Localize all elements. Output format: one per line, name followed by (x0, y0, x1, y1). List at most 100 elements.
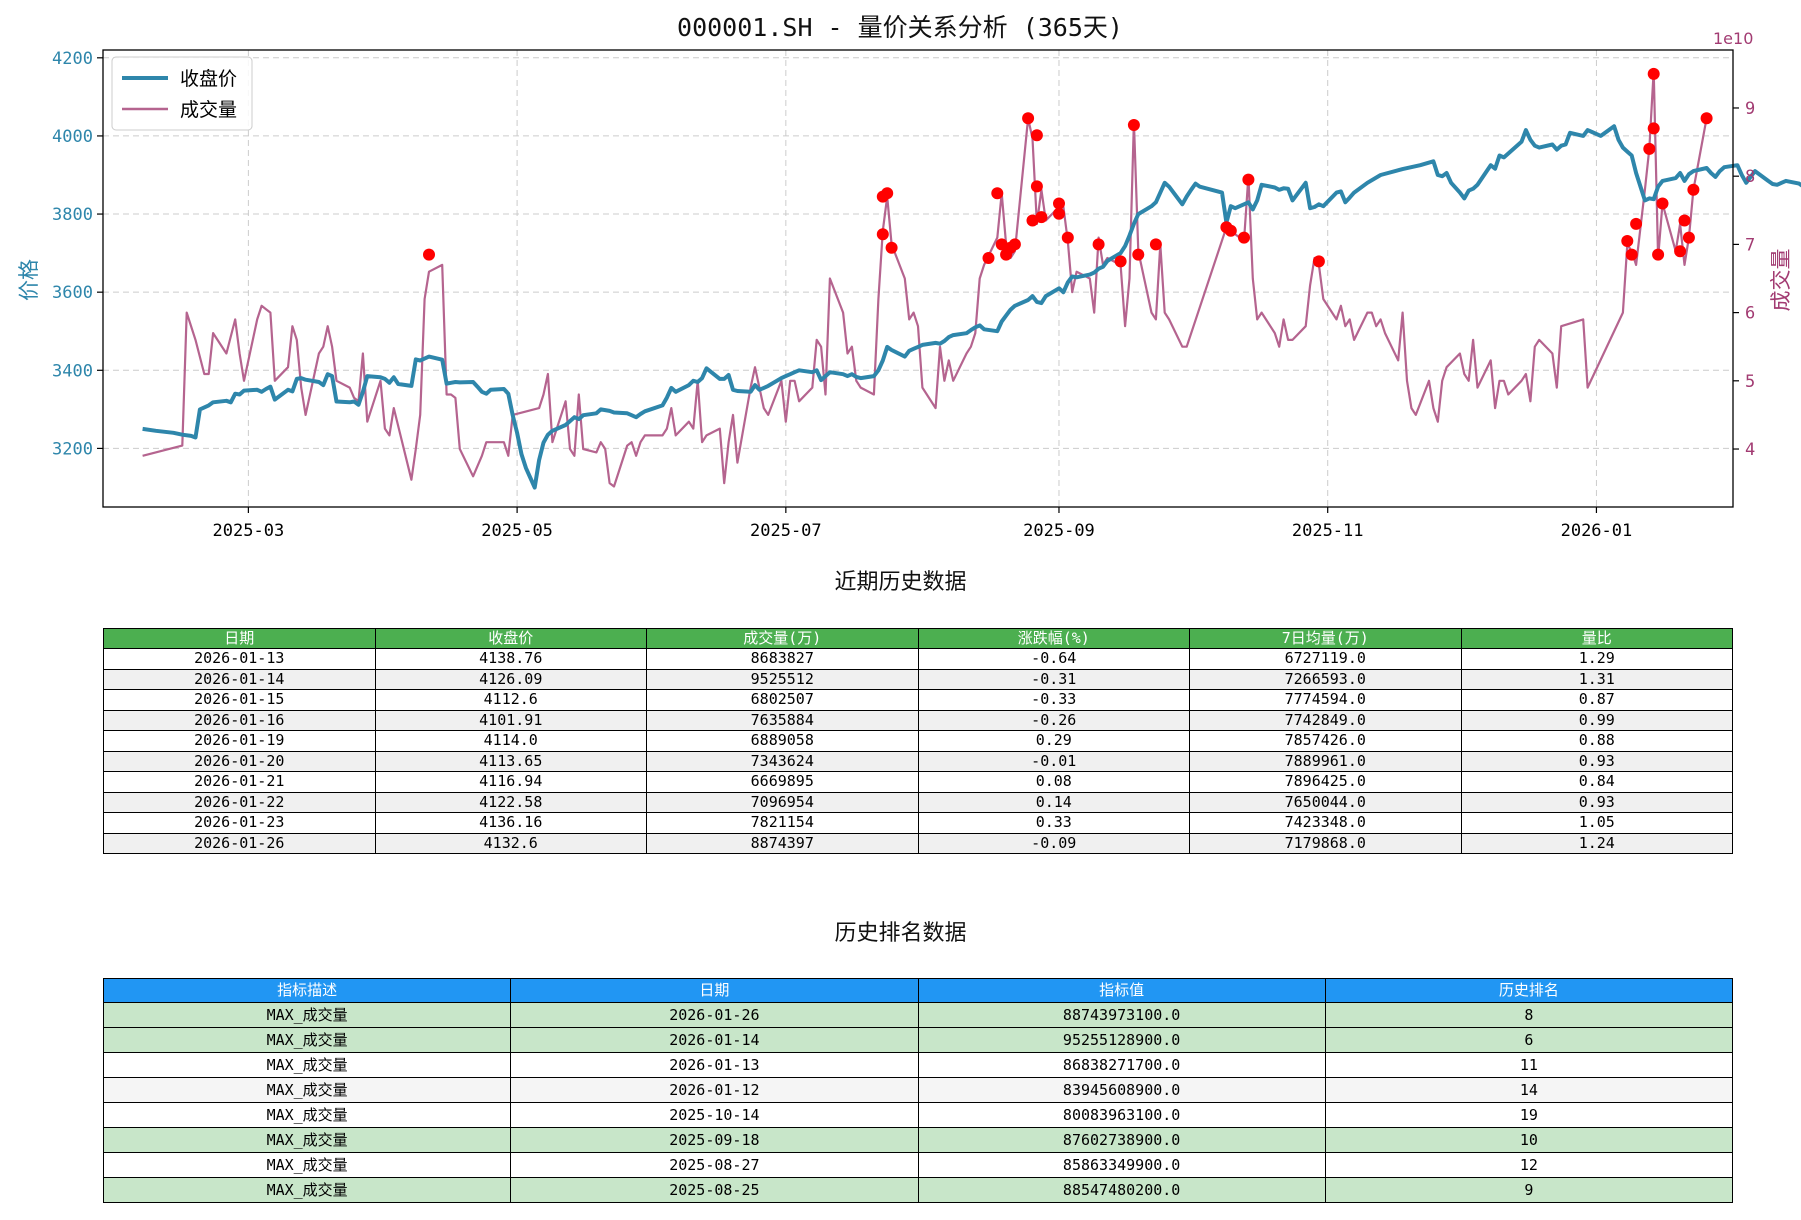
y-axis-label: 价格 (17, 259, 41, 301)
table-cell: 6 (1324, 1027, 1734, 1053)
x-tick-label: 2025-11 (1292, 521, 1364, 541)
legend-box (111, 56, 253, 131)
table-cell: 7742849.0 (1189, 709, 1462, 731)
table-cell: 83945608900.0 (917, 1077, 1326, 1103)
table-cell: 2025-08-25 (510, 1177, 919, 1203)
table-row: 2026-01-16 4101.91 7635884 -0.26 7742849.0 0.… (103, 709, 1733, 731)
volume-spike-marker (1312, 255, 1325, 268)
table-cell: 7423348.0 (1189, 812, 1462, 834)
rank-table-body: MAX_成交量 2026-01-26 88743973100.0 8 MAX_成交量 20… (102, 1002, 1734, 1203)
axes: 2025-03 2025-05 2025-07 2025-09 2025-11 2026-… (52, 49, 1755, 541)
y-tick-label: 4200 (52, 49, 93, 69)
table-cell: 6889058 (646, 730, 919, 752)
volume-spike-marker (1647, 122, 1660, 135)
table-cell: 0.88 (1460, 730, 1733, 752)
table-cell: 86838271700.0 (917, 1052, 1326, 1078)
table-cell: MAX_成交量 (102, 1002, 512, 1028)
y2-tick-label: 8 (1745, 167, 1755, 187)
legend-label-volume: 成交量 (180, 99, 237, 121)
table-cell: 7096954 (646, 791, 919, 813)
y-tick-label: 3400 (52, 361, 93, 381)
volume-spike-marker (881, 187, 894, 200)
volume-spike-marker (1682, 231, 1695, 244)
volume-spike-marker (1242, 173, 1255, 186)
table-cell: 0.93 (1460, 791, 1733, 813)
table-cell: 19 (1324, 1102, 1734, 1128)
table-cell: 8 (1324, 1002, 1734, 1028)
table-cell: 2026-01-20 (103, 750, 376, 772)
table-row: MAX_成交量 2025-10-14 80083963100.0 19 (102, 1102, 1734, 1128)
volume-spike-marker (1030, 129, 1043, 142)
table-cell: 0.33 (917, 812, 1190, 834)
table-cell: 6669895 (646, 771, 919, 793)
table-cell: 8874397 (646, 832, 919, 854)
rank-history-table: 指标描述 日期 指标值 历史排名 MAX_成交量 2026-01-26 887439731… (102, 978, 1734, 1203)
table-cell: 7774594.0 (1189, 689, 1462, 711)
volume-spike-marker (1625, 248, 1638, 261)
table-cell: 85863349900.0 (917, 1152, 1326, 1178)
volume-spike-marker (1674, 245, 1687, 258)
volume-spike-marker (1656, 197, 1669, 210)
rank-table-title: 历史排名数据 (834, 921, 967, 946)
table-cell: 4113.65 (374, 750, 647, 772)
table-row: 2026-01-26 4132.6 8874397 -0.09 7179868.0 1.2… (103, 832, 1733, 854)
table-cell: 14 (1324, 1077, 1734, 1103)
y2-tick-label: 9 (1745, 99, 1755, 119)
recent-column-header: 7日均量(万) (1189, 628, 1462, 649)
table-cell: 0.29 (917, 730, 1190, 752)
table-cell: 4132.6 (374, 832, 647, 854)
table-cell: -0.33 (917, 689, 1190, 711)
volume-spike-marker (991, 187, 1004, 200)
volume-spike-marker (1008, 238, 1021, 251)
table-row: 2026-01-22 4122.58 7096954 0.14 7650044.0 0.9… (103, 791, 1733, 813)
table-cell: 7857426.0 (1189, 730, 1462, 752)
volume-spike-marker (1678, 214, 1691, 227)
volume-spike-marker (1061, 231, 1074, 244)
table-row: MAX_成交量 2026-01-13 86838271700.0 11 (102, 1052, 1734, 1078)
rank-column-header: 指标描述 (102, 978, 512, 1003)
table-cell: 7889961.0 (1189, 750, 1462, 772)
legend-label-price: 收盘价 (180, 68, 237, 90)
table-cell: 2026-01-26 (510, 1002, 919, 1028)
table-cell: 0.08 (917, 771, 1190, 793)
table-cell: 7896425.0 (1189, 771, 1462, 793)
table-cell: MAX_成交量 (102, 1177, 512, 1203)
table-cell: 2026-01-14 (103, 668, 376, 690)
recent-table-body: 2026-01-13 4138.76 8683827 -0.64 6727119.0 1.… (103, 648, 1733, 854)
table-cell: 6727119.0 (1189, 648, 1462, 670)
table-cell: 4138.76 (374, 648, 647, 670)
table-cell: 1.05 (1460, 812, 1733, 834)
table-cell: 87602738900.0 (917, 1127, 1326, 1153)
table-cell: 0.84 (1460, 771, 1733, 793)
table-cell: 2026-01-15 (103, 689, 376, 711)
table-cell: MAX_成交量 (102, 1152, 512, 1178)
volume-spike-marker (1053, 207, 1065, 220)
y-tick-label: 3600 (52, 283, 93, 303)
table-cell: MAX_成交量 (102, 1102, 512, 1128)
recent-history-table: 日期 收盘价 成交量(万) 涨跌幅(%) 7日均量(万) 量比 2026-01-13 413… (103, 628, 1733, 854)
table-cell: 4116.94 (374, 771, 647, 793)
volume-spike-marker (423, 248, 435, 261)
volume-spike-marker (982, 252, 995, 264)
table-cell: 2025-10-14 (510, 1102, 919, 1128)
table-row: 2026-01-14 4126.09 9525512 -0.31 7266593.0 1.… (103, 668, 1733, 690)
table-cell: 0.93 (1460, 750, 1733, 772)
volume-spike-markers (423, 67, 1713, 268)
table-row: 2026-01-21 4116.94 6669895 0.08 7896425.0 0.8… (103, 771, 1733, 793)
volume-spike-marker (1630, 217, 1643, 230)
table-cell: 4136.16 (374, 812, 647, 834)
table-cell: MAX_成交量 (102, 1027, 512, 1053)
price-line (142, 124, 1801, 490)
table-cell: 7635884 (646, 709, 919, 731)
volume-spike-marker (1114, 255, 1127, 268)
volume-spike-marker (1030, 180, 1043, 193)
x-tick-label: 2026-01 (1561, 521, 1633, 541)
volume-series (142, 69, 1708, 488)
table-cell: 88547480200.0 (917, 1177, 1326, 1203)
x-tick-label: 2025-03 (213, 521, 285, 541)
recent-column-header: 涨跌幅(%) (917, 628, 1190, 649)
volume-spike-marker (1022, 112, 1035, 125)
legend: 收盘价 成交量 (111, 56, 253, 131)
price-series (142, 124, 1801, 490)
table-cell: 7179868.0 (1189, 832, 1462, 854)
